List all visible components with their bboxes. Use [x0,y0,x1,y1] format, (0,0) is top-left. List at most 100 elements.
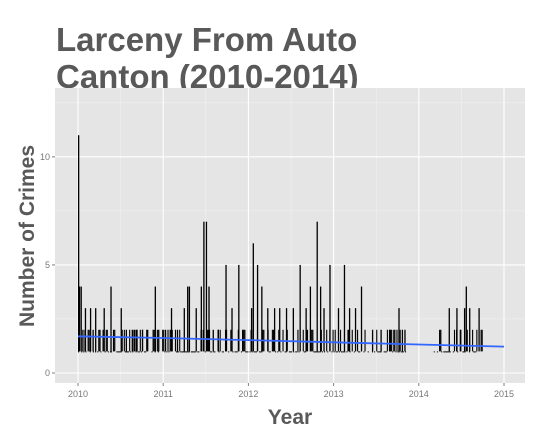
bar-filler [295,351,297,353]
bar-filler [191,351,194,353]
trend-line [77,335,505,348]
bar-filler [433,351,435,353]
bar-filler [331,351,333,353]
bar [225,264,227,352]
bar-filler [452,351,454,353]
bar-filler [453,329,456,352]
bar-filler [383,351,385,353]
bar [478,308,480,352]
bar-filler [188,351,190,353]
bar-filler [97,351,99,353]
bar-filler [81,351,83,353]
bar-filler [346,351,348,353]
bar-filler [186,351,188,353]
bars-series [78,135,483,353]
x-tick-label: 2012 [238,389,258,399]
bar-filler [222,351,224,353]
bar-filler [351,329,353,352]
bar-filler [371,351,374,353]
bar-filler [335,351,337,353]
bar-filler [114,329,116,352]
bar-filler [187,351,189,353]
bar-filler [334,329,336,352]
bar [337,308,340,352]
bar-filler [255,351,257,353]
bar-filler [123,329,125,352]
bar-filler [111,351,113,353]
bar-filler [190,351,192,353]
bar [279,308,281,352]
bar [456,308,458,352]
bar-filler [198,351,200,353]
bar [309,286,312,352]
bar-filler [474,351,476,353]
bar-filler [162,329,164,352]
bar-filler [218,351,220,353]
bar-filler [481,329,483,352]
bar-filler [320,329,322,352]
bar [82,329,84,352]
bar-filler [393,329,395,352]
bar-filler [169,329,171,352]
y-tick-label: 5 [45,260,50,270]
bar [267,308,269,352]
x-tick-label: 2013 [324,389,344,399]
bar-filler [130,351,132,353]
bar-filler [249,351,251,353]
bar-filler [87,329,89,352]
bar-filler [129,329,131,352]
bar-filler [137,351,139,353]
bar-filler [144,351,146,353]
bar-filler [268,351,270,353]
bar-filler [336,351,338,353]
bar-filler [153,329,155,352]
bar-filler [462,351,464,353]
bar-filler [126,351,129,353]
bar-filler [377,351,379,353]
bar-filler [213,351,215,353]
bar [135,329,138,352]
bar [238,264,240,352]
bar [146,329,148,352]
bar-filler [338,351,341,353]
bar-filler [185,351,187,353]
bar-filler [316,351,318,353]
bar-filler [277,351,279,353]
bar-filler [480,329,482,352]
bar-filler [441,351,443,353]
bar-filler [107,351,109,353]
x-axis: 2010 2011 2012 2013 2014 2015 [68,383,514,399]
bar-filler [184,351,186,353]
bar [273,308,276,352]
bar-filler [288,351,290,353]
bar-filler [197,351,199,353]
bar-filler [254,351,256,353]
bar-filler [245,351,247,353]
bar-filler [178,351,180,353]
bar-filler [147,329,149,352]
bar [348,308,351,352]
bar [205,221,208,352]
bar-filler [379,351,381,353]
bar [448,308,450,352]
bar [329,264,331,352]
bar-filler [314,351,316,353]
bar-filler [251,351,253,353]
bar [183,308,185,352]
bar-filler [395,351,397,353]
bar-filler [439,329,441,352]
bar-filler [363,351,365,353]
bar-filler [333,351,335,353]
bar-filler [306,329,309,352]
x-axis-title: Year [268,406,312,429]
bar-filler [154,351,156,353]
bar [78,286,81,352]
bar-filler [303,351,305,353]
bar-filler [193,351,195,353]
bar-filler [397,351,399,353]
bar [250,308,253,352]
bar-filler [359,351,361,353]
bar-filler [247,351,249,353]
bar [176,329,179,352]
bar [316,221,318,352]
